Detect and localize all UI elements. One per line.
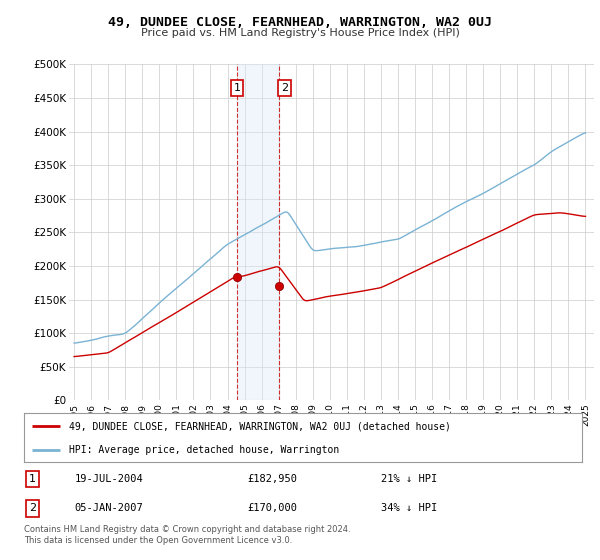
Bar [237, 64, 279, 400]
Text: 49, DUNDEE CLOSE, FEARNHEAD, WARRINGTON, WA2 0UJ (detached house): 49, DUNDEE CLOSE, FEARNHEAD, WARRINGTON,… [68, 421, 451, 431]
Text: Price paid vs. HM Land Registry's House Price Index (HPI): Price paid vs. HM Land Registry's House … [140, 28, 460, 38]
Text: Contains HM Land Registry data © Crown copyright and database right 2024.
This d: Contains HM Land Registry data © Crown c… [24, 525, 350, 545]
Text: 05-JAN-2007: 05-JAN-2007 [74, 503, 143, 514]
Text: 21% ↓ HPI: 21% ↓ HPI [381, 474, 437, 484]
Text: 19-JUL-2004: 19-JUL-2004 [74, 474, 143, 484]
Text: 1: 1 [233, 83, 241, 93]
Text: HPI: Average price, detached house, Warrington: HPI: Average price, detached house, Warr… [68, 445, 339, 455]
Text: 2: 2 [29, 503, 36, 514]
Text: 49, DUNDEE CLOSE, FEARNHEAD, WARRINGTON, WA2 0UJ: 49, DUNDEE CLOSE, FEARNHEAD, WARRINGTON,… [108, 16, 492, 29]
Text: 1: 1 [29, 474, 36, 484]
Text: 34% ↓ HPI: 34% ↓ HPI [381, 503, 437, 514]
Text: £182,950: £182,950 [247, 474, 297, 484]
Text: 2: 2 [281, 83, 288, 93]
Text: £170,000: £170,000 [247, 503, 297, 514]
